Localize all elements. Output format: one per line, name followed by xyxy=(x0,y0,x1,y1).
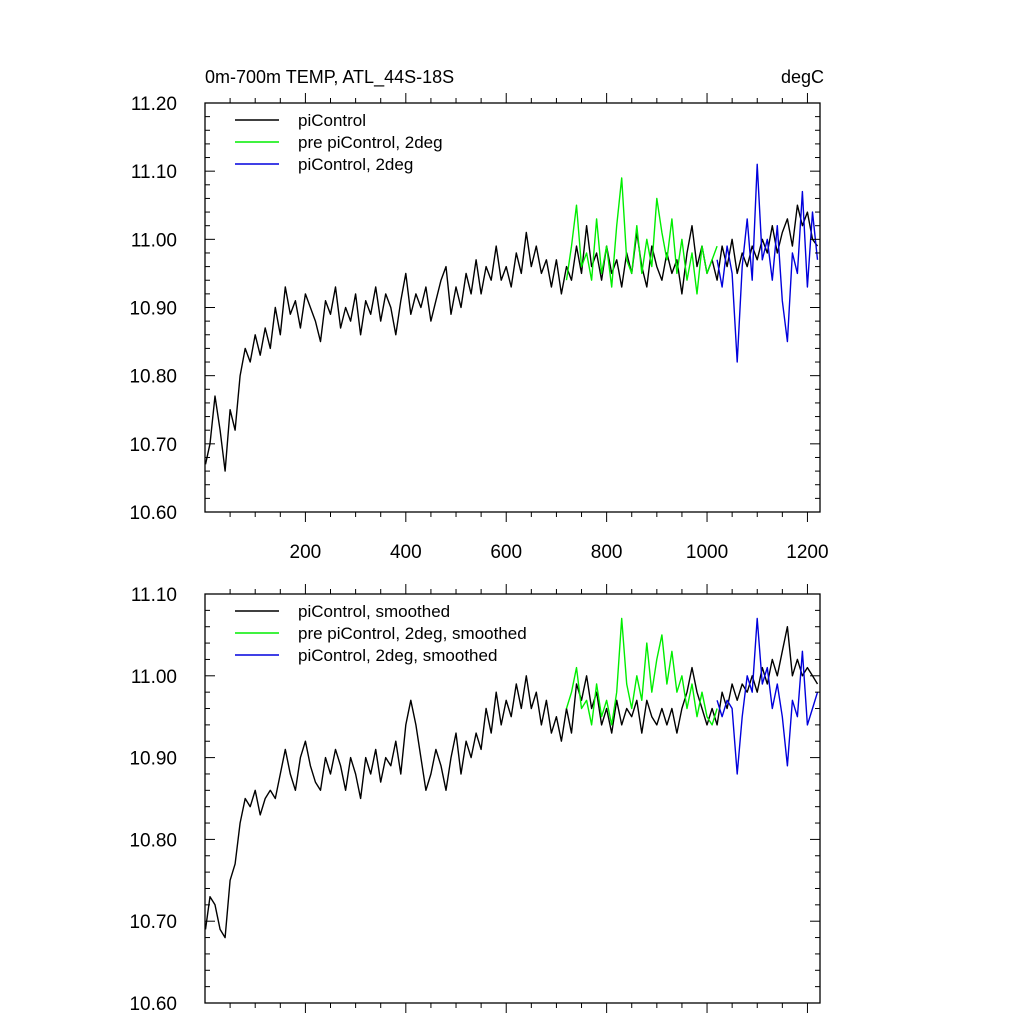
x-tick-label: 400 xyxy=(390,542,422,563)
series-line-1 xyxy=(204,204,819,472)
legend-label: pre piControl, 2deg, smoothed xyxy=(298,624,527,643)
series-line-2 xyxy=(565,617,718,726)
y-tick-label: 10.60 xyxy=(129,994,177,1015)
series-line-2 xyxy=(565,177,718,295)
x-tick-label: 1200 xyxy=(786,542,828,563)
y-tick-label: 11.00 xyxy=(131,230,177,251)
legend-label: pre piControl, 2deg xyxy=(298,133,443,152)
y-tick-label: 10.90 xyxy=(129,749,177,770)
units-label: degC xyxy=(781,67,824,87)
x-tick-label: 800 xyxy=(591,542,623,563)
figure-title: 0m-700m TEMP, ATL_44S-18S xyxy=(205,67,454,88)
x-tick-label: 1000 xyxy=(686,542,728,563)
y-tick-label: 11.20 xyxy=(131,94,177,115)
y-tick-label: 11.10 xyxy=(131,585,177,606)
y-tick-label: 11.00 xyxy=(131,667,177,688)
y-tick-label: 11.10 xyxy=(131,162,177,183)
series-line-3 xyxy=(716,163,819,363)
legend-label: piControl, 2deg xyxy=(298,155,413,174)
legend-label: piControl, 2deg, smoothed xyxy=(298,646,497,665)
y-tick-label: 10.80 xyxy=(129,367,177,388)
top-chart: 10.60 10.70 10.80 10.90 11.00 11.10 11.20 200 40… xyxy=(129,93,829,563)
x-tick-label: 200 xyxy=(290,542,322,563)
plot-frame xyxy=(204,593,821,1004)
legend-label: piControl, smoothed xyxy=(298,602,450,621)
legend-label: piControl xyxy=(298,111,366,130)
y-tick-label: 10.90 xyxy=(129,299,177,320)
y-tick-label: 10.80 xyxy=(129,830,177,851)
series-line-1 xyxy=(204,626,819,939)
y-tick-label: 10.70 xyxy=(129,912,177,933)
series-line-3 xyxy=(716,617,819,775)
x-tick-label: 600 xyxy=(490,542,522,563)
y-tick-label: 10.70 xyxy=(129,435,177,456)
y-tick-label: 10.60 xyxy=(129,503,177,524)
bottom-chart: 10.60 10.70 10.80 10.90 11.00 11.10 piControl,… xyxy=(129,584,821,1015)
